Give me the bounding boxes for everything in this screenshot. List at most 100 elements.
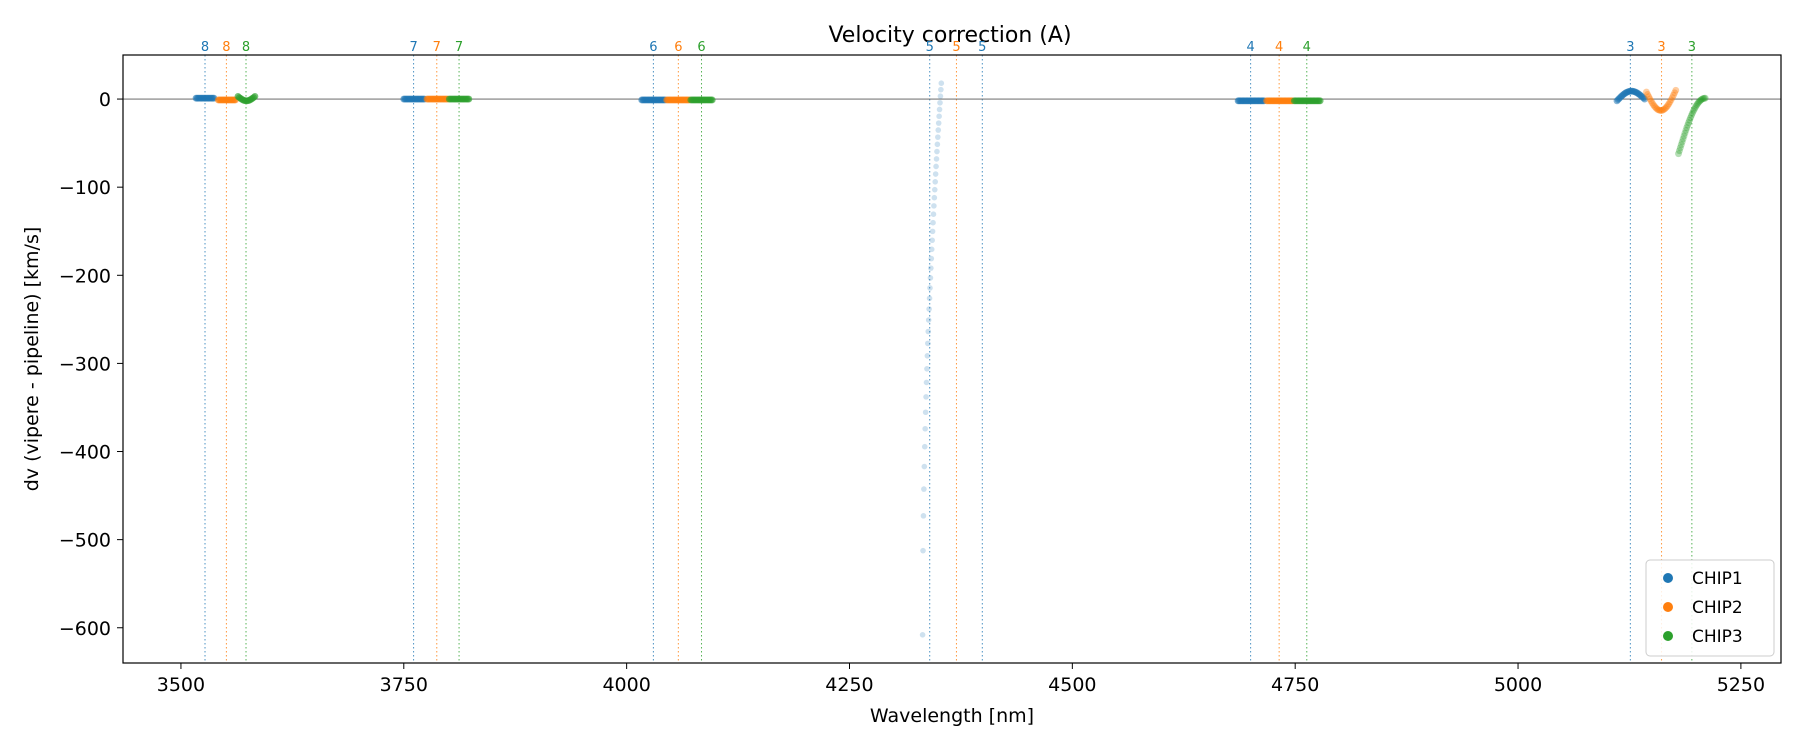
data-point	[937, 93, 944, 99]
order-marker-label: 7	[455, 40, 463, 55]
data-point	[1699, 95, 1706, 103]
data-point	[921, 463, 928, 470]
order-marker-label: 8	[222, 40, 230, 55]
order-marker-label: 5	[952, 40, 960, 55]
data-point	[1687, 112, 1695, 119]
data-point	[708, 96, 716, 104]
data-point	[934, 148, 940, 155]
order-marker-label: 4	[1275, 40, 1283, 55]
data-point	[934, 141, 941, 148]
order-marker-label: 7	[433, 40, 441, 55]
y-tick-label: −600	[59, 618, 111, 640]
x-tick-label: 5250	[1717, 674, 1765, 696]
legend-entry-label: CHIP1	[1692, 569, 1743, 589]
data-point	[925, 340, 931, 347]
data-point	[1672, 86, 1680, 94]
data-point	[1660, 105, 1668, 113]
data-point	[923, 379, 930, 386]
legend-marker	[1663, 602, 1673, 612]
data-point	[932, 171, 939, 177]
data-point	[1664, 102, 1671, 110]
data-point	[1651, 103, 1659, 110]
data-point	[924, 353, 931, 359]
data-point	[465, 95, 473, 103]
data-point	[1646, 95, 1654, 103]
data-point	[1679, 135, 1687, 143]
x-axis-ticks: 3500 3750 4000 4250 4500 4750 5000 5250	[157, 663, 1765, 696]
data-point	[1697, 96, 1705, 104]
y-tick-label: 0	[99, 89, 111, 111]
data-point	[1653, 105, 1661, 113]
order-marker-label: 7	[409, 40, 417, 55]
data-point	[930, 211, 937, 218]
data-point	[936, 106, 943, 113]
data-point	[1678, 138, 1686, 146]
y-tick-label: −200	[59, 265, 111, 287]
order-marker-label: 3	[1688, 40, 1696, 55]
order-marker-label: 3	[1657, 40, 1665, 55]
data-point	[1686, 116, 1693, 124]
data-point	[1654, 106, 1662, 114]
data-point	[931, 194, 938, 201]
data-point	[937, 99, 943, 106]
order-marker-label: 6	[674, 40, 682, 55]
data-point	[921, 486, 927, 492]
order-marker-label: 4	[1303, 40, 1311, 55]
data-point	[1688, 109, 1696, 117]
data-point	[1663, 103, 1670, 111]
data-point	[1698, 96, 1705, 103]
data-points-layer	[192, 80, 1709, 638]
data-point	[1666, 98, 1674, 106]
data-point	[927, 285, 933, 291]
data-point	[1691, 104, 1699, 112]
data-point	[935, 120, 942, 126]
data-point	[924, 365, 930, 372]
legend: CHIP1 CHIP2 CHIP3	[1645, 559, 1775, 657]
data-point	[928, 255, 935, 262]
y-tick-label: −400	[59, 442, 111, 464]
data-point	[923, 394, 929, 400]
data-point	[1695, 98, 1703, 106]
legend-entry-label: CHIP3	[1692, 627, 1743, 647]
data-point	[1682, 126, 1690, 134]
data-point	[1683, 124, 1691, 132]
y-axis-label: dv (vipere - pipeline) [km/s]	[21, 227, 43, 492]
data-point	[921, 443, 928, 450]
data-point	[925, 317, 932, 323]
data-point	[1670, 91, 1677, 99]
chart-title: Velocity correction (A)	[828, 23, 1071, 48]
data-point	[926, 295, 933, 302]
data-point	[931, 203, 937, 209]
legend-marker	[1663, 573, 1673, 583]
data-point	[928, 246, 935, 253]
data-point	[1667, 96, 1675, 104]
data-point	[1689, 107, 1697, 115]
data-point	[919, 632, 926, 638]
plot-frame	[122, 54, 1782, 664]
data-point	[933, 156, 940, 162]
data-point	[1671, 89, 1679, 97]
data-point	[931, 186, 938, 193]
data-point	[938, 86, 944, 93]
data-point	[1647, 97, 1655, 105]
data-point	[1694, 99, 1702, 107]
order-marker-label: 5	[978, 40, 986, 55]
order-marker-label: 3	[1626, 40, 1634, 55]
order-marker-label: 8	[242, 40, 250, 55]
data-point	[920, 513, 927, 519]
data-point	[930, 219, 936, 226]
order-marker-label: 5	[926, 40, 934, 55]
data-point	[1642, 88, 1650, 96]
y-tick-label: −500	[59, 530, 111, 552]
data-point	[1658, 107, 1666, 114]
order-marker-label: 6	[697, 40, 705, 55]
data-point	[922, 425, 928, 432]
data-point	[1652, 104, 1660, 112]
y-axis-ticks: 0 −100 −200 −300 −400 −500 −600	[59, 89, 123, 640]
y-tick-label: −300	[59, 353, 111, 375]
data-point	[925, 328, 932, 335]
data-point	[1696, 97, 1704, 105]
